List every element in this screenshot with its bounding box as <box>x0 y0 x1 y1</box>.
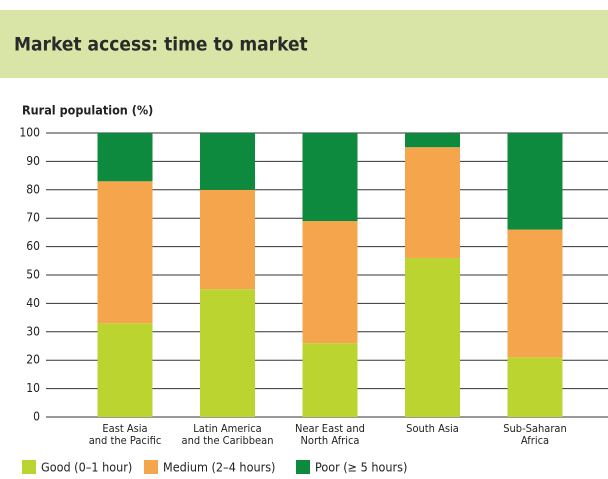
bar-segment <box>302 133 358 222</box>
bar-segment <box>405 257 460 417</box>
legend-swatch <box>296 460 310 474</box>
y-tick-label: 70 <box>26 211 40 225</box>
bar-segment <box>97 181 153 324</box>
x-tick-label: Sub-Saharan Africa <box>503 422 567 447</box>
y-tick-label: 50 <box>26 268 40 282</box>
bar-segment <box>405 147 460 258</box>
bar-segment <box>200 133 255 190</box>
header-band <box>0 10 608 78</box>
bar-segment <box>200 289 255 417</box>
bar-segment <box>97 323 153 417</box>
legend-swatch <box>22 460 36 474</box>
bar-segment <box>405 133 460 148</box>
y-tick-label: 0 <box>33 410 40 424</box>
y-tick-label: 60 <box>26 239 40 253</box>
x-tick-label: South Asia <box>406 422 459 435</box>
bar-segment <box>302 221 358 344</box>
bar-segment <box>302 343 358 417</box>
bar-segment <box>507 357 563 417</box>
y-tick-label: 90 <box>26 154 40 168</box>
bar-segment <box>97 133 153 182</box>
y-tick-label: 10 <box>26 381 40 395</box>
y-tick-label: 40 <box>26 296 40 310</box>
bar-segment <box>507 229 563 358</box>
bar-segment <box>200 189 255 290</box>
x-tick-label: Near East and North Africa <box>295 422 365 447</box>
chart-title: Market access: time to market <box>14 34 308 56</box>
x-tick-label: Latin America and the Caribbean <box>181 422 274 447</box>
y-tick-label: 20 <box>26 353 40 367</box>
bar-segment <box>507 133 563 230</box>
y-axis-label: Rural population (%) <box>22 103 153 118</box>
y-tick-label: 80 <box>26 182 40 196</box>
legend-label: Poor (≥ 5 hours) <box>315 460 407 475</box>
legend-label: Medium (2–4 hours) <box>163 460 275 475</box>
legend-swatch <box>144 460 158 474</box>
legend-label: Good (0–1 hour) <box>41 460 132 475</box>
y-tick-label: 100 <box>19 126 40 140</box>
y-tick-label: 30 <box>26 324 40 338</box>
x-tick-label: East Asia and the Pacific <box>88 422 162 447</box>
